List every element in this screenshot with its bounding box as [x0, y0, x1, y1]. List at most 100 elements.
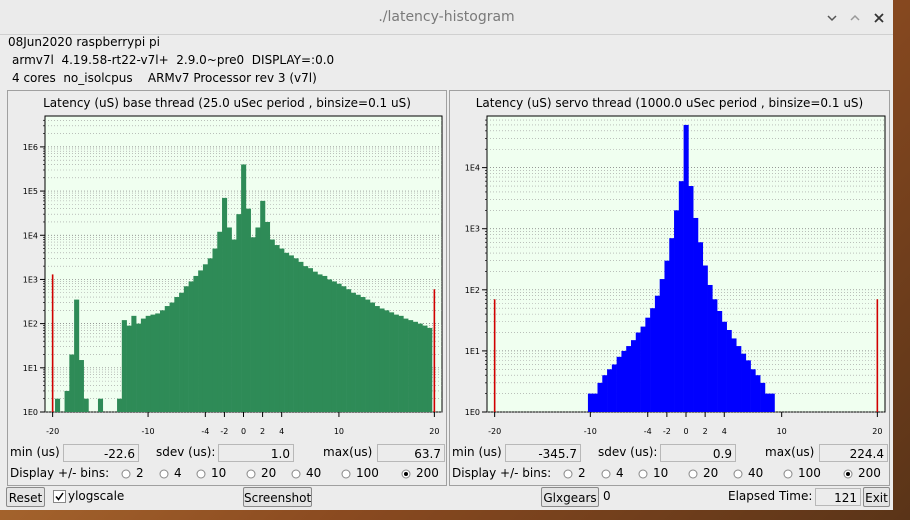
maximize-button[interactable]	[850, 14, 860, 21]
histogram-bar	[384, 310, 390, 412]
histogram-panel: Latency (uS) base thread (25.0 uSec peri…	[7, 90, 447, 486]
histogram-bar	[78, 360, 84, 412]
histogram-bar	[369, 302, 376, 412]
radio-button[interactable]	[733, 469, 743, 479]
display-label: Display +/- bins:	[10, 466, 110, 480]
radio-button[interactable]	[601, 469, 611, 479]
x-tick-label: -20	[46, 427, 59, 436]
histogram-bar	[417, 323, 423, 412]
radio-ring	[563, 469, 573, 479]
display-label: Display +/- bins:	[452, 466, 552, 480]
info-line: 08Jun2020 raspberrypi pi	[8, 35, 161, 49]
histogram-bar	[721, 321, 727, 412]
histogram-bar	[355, 294, 361, 412]
histogram-bar	[427, 327, 433, 412]
histogram-bar	[303, 266, 309, 412]
glxgears-button[interactable]: Glxgears	[541, 487, 599, 507]
radio-button[interactable]	[121, 469, 131, 479]
histogram-panel: Latency (uS) servo thread (1000.0 uSec p…	[449, 90, 890, 486]
histogram-bar	[645, 317, 651, 412]
chart-title: Latency (uS) base thread (25.0 uSec peri…	[43, 96, 411, 110]
radio-button[interactable]	[638, 469, 648, 479]
histogram-bar	[365, 299, 371, 412]
min-label: min (us)	[452, 445, 502, 459]
histogram-bar	[159, 310, 166, 412]
radio-button[interactable]	[246, 469, 256, 479]
histogram-bar	[207, 258, 213, 412]
min-label: min (us)	[10, 445, 60, 459]
histogram-bar	[389, 312, 395, 412]
x-tick-label: -4	[201, 427, 209, 436]
histogram-bar	[654, 295, 660, 412]
minimize-button[interactable]	[827, 15, 837, 22]
histogram-bar	[69, 354, 75, 412]
histogram-bar	[379, 308, 385, 412]
radio-button[interactable]	[688, 469, 698, 479]
info-line: 4 cores no_isolcpus ARMv7 Processor rev …	[12, 71, 317, 85]
histogram-bar	[140, 318, 146, 412]
ylogscale-label: ylogscale	[68, 489, 125, 503]
reset-button[interactable]: Reset	[6, 487, 45, 507]
histogram-bar	[288, 255, 294, 412]
radio-button[interactable]	[783, 469, 793, 479]
histogram-bar	[374, 306, 380, 412]
radio-ring	[688, 469, 698, 479]
y-tick-label: 1E4	[465, 164, 480, 173]
max-label: max(us)	[323, 445, 373, 459]
histogram-bar	[231, 239, 237, 412]
histogram-bar	[117, 398, 123, 412]
radio-button[interactable]	[196, 469, 206, 479]
histogram-bar	[150, 314, 156, 412]
radio-ring	[733, 469, 743, 479]
histogram-bar	[193, 275, 199, 412]
radio-label: 100	[798, 466, 821, 480]
radio-label: 4	[616, 466, 624, 480]
radio-button[interactable]	[563, 469, 573, 479]
radio-button[interactable]	[401, 469, 411, 479]
elapsed-label: Elapsed Time:	[728, 489, 813, 503]
histogram-bar	[51, 274, 54, 412]
radio-label: 20	[261, 466, 277, 480]
histogram-bar	[602, 375, 608, 412]
radio-button[interactable]	[341, 469, 351, 479]
histogram-bar	[741, 353, 747, 412]
x-tick-label: 20	[429, 427, 439, 436]
radio-label: 40	[306, 466, 322, 480]
histogram-bar	[630, 340, 637, 412]
radio-ring	[196, 469, 206, 479]
max-label: max(us)	[765, 445, 815, 459]
histogram-bar	[669, 238, 675, 412]
histogram-bar	[412, 321, 418, 412]
y-tick-label: 1E0	[23, 408, 38, 417]
sdev-value: 0.9	[660, 444, 736, 462]
y-tick-label: 1E3	[23, 275, 38, 284]
ylogscale-checkbox[interactable]	[53, 490, 67, 504]
histogram-bar	[755, 375, 761, 412]
histogram-bar	[659, 279, 665, 412]
histogram-bar	[212, 248, 218, 412]
radio-button[interactable]	[159, 469, 169, 479]
radio-button[interactable]	[291, 469, 301, 479]
close-button[interactable]	[874, 13, 884, 23]
exit-button[interactable]: Exit	[863, 487, 890, 507]
histogram-bar	[403, 318, 409, 412]
histogram-bar	[336, 283, 342, 412]
histogram-bar	[74, 299, 80, 412]
histogram-bar	[274, 245, 280, 412]
y-tick-label: 1E5	[23, 187, 38, 196]
x-tick-label: 0	[241, 427, 246, 436]
histogram-bar	[408, 320, 414, 412]
radio-ring	[341, 469, 351, 479]
histogram-bar	[422, 325, 428, 412]
radio-label: 200	[858, 466, 881, 480]
histogram-bar	[346, 289, 352, 412]
sdev-label: sdev (us):	[156, 445, 216, 459]
x-tick-label: -4	[644, 427, 652, 436]
histogram-bar	[183, 286, 189, 412]
radio-button[interactable]	[843, 469, 853, 479]
histogram-chart: Latency (uS) servo thread (1000.0 uSec p…	[465, 96, 886, 436]
histogram-bar	[683, 124, 689, 412]
window-buttons	[827, 13, 884, 23]
histogram-bar	[693, 217, 699, 412]
screenshot-button[interactable]: Screenshot	[243, 487, 312, 507]
